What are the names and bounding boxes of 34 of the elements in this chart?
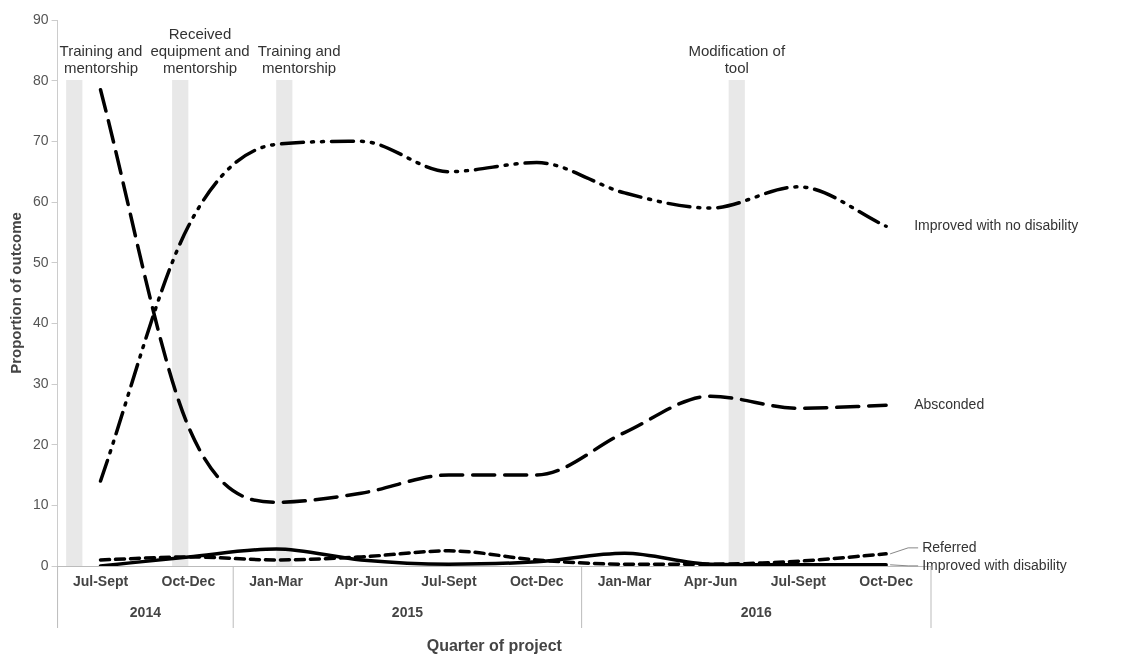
y-tick-label: 30 (32, 374, 49, 391)
y-tick-label: 50 (32, 253, 49, 270)
y-tick-label: 60 (32, 192, 49, 209)
text: Improved with disability (922, 556, 1067, 573)
y-tick-label: 80 (32, 71, 49, 88)
x-tick-label: Jan-Mar (249, 573, 304, 590)
y-tick-label: 90 (32, 10, 49, 27)
y-tick-label: 0 (40, 556, 49, 573)
y-tick-label: 10 (32, 496, 49, 513)
text: Absconded (914, 396, 985, 413)
x-axis-title: Quarter of project (426, 636, 563, 654)
x-tick-label: Jul-Sept (421, 573, 477, 590)
x-tick-label: Oct-Dec (161, 573, 216, 590)
text: 2014 (129, 603, 162, 620)
band-label: Training and mentorship (59, 41, 143, 76)
x-tick-label: Oct-Dec (859, 573, 914, 590)
x-tick-label: Jul-Sept (770, 573, 827, 590)
band-label: Training and mentorship (257, 41, 341, 76)
text: Improved with no disability (914, 217, 1079, 234)
y-tick-label: 40 (32, 314, 49, 331)
x-tick-label: Oct-Dec (509, 573, 564, 590)
x-tick-label: Jan-Mar (597, 573, 652, 590)
y-tick-label: 20 (32, 435, 49, 452)
x-tick-label: Apr-Jun (683, 573, 738, 590)
text: Referred (922, 538, 977, 555)
band-label: Modification of tool (688, 41, 786, 76)
y-tick-label: 70 (32, 132, 49, 149)
y-axis-title: Proportion of outcome (7, 212, 25, 374)
x-tick-label: Apr-Jun (334, 573, 388, 590)
text: 2015 (391, 603, 424, 620)
text: 2016 (740, 603, 773, 620)
line-series (98, 88, 888, 505)
band-label: Received equipment and mentorship (150, 24, 250, 76)
x-tick-label: Jul-Sept (72, 573, 129, 590)
